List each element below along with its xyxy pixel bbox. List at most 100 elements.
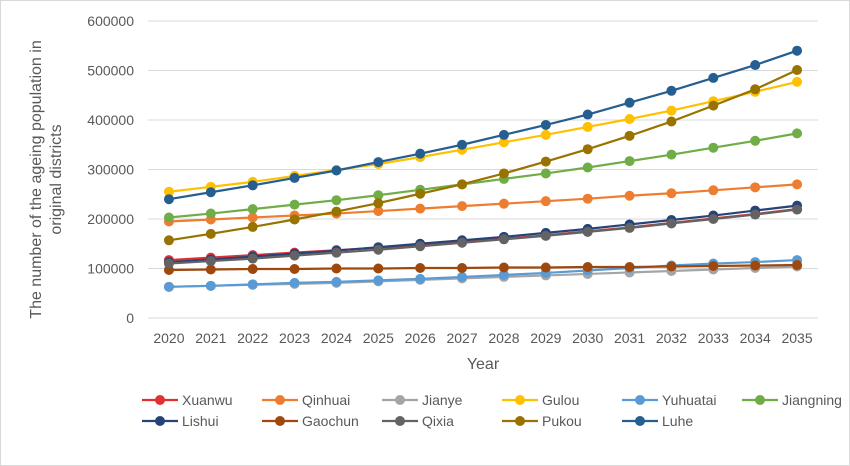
- y-tick-label: 0: [126, 310, 134, 326]
- legend-label: Gulou: [542, 392, 579, 408]
- x-tick-label: 2022: [237, 330, 268, 346]
- data-point: [373, 244, 384, 255]
- data-point: [624, 97, 635, 108]
- series-luhe: [163, 45, 803, 205]
- data-point: [750, 182, 761, 193]
- data-point: [540, 156, 551, 167]
- data-point: [457, 271, 468, 282]
- data-point: [415, 203, 426, 214]
- data-point: [708, 214, 719, 224]
- legend-marker: [275, 395, 285, 405]
- series-pukou: [163, 65, 803, 246]
- data-point: [163, 281, 174, 292]
- legend-item-jiangning: Jiangning: [742, 392, 842, 408]
- data-point: [540, 129, 551, 140]
- legend-item-qinhuai: Qinhuai: [262, 392, 350, 408]
- data-point: [331, 263, 342, 274]
- data-point: [289, 172, 300, 183]
- data-point: [540, 230, 551, 241]
- data-point: [205, 228, 216, 239]
- data-point: [540, 119, 551, 130]
- data-point: [373, 275, 384, 286]
- data-point: [498, 137, 509, 148]
- data-point: [624, 156, 635, 167]
- legend-item-yuhuatai: Yuhuatai: [622, 392, 717, 408]
- data-point: [457, 237, 468, 248]
- grid-lines: [148, 20, 818, 319]
- data-point: [582, 262, 593, 273]
- legend-marker: [155, 416, 165, 426]
- legend-marker: [395, 395, 405, 405]
- data-point: [498, 198, 509, 209]
- data-point: [457, 179, 468, 190]
- data-point: [289, 199, 300, 210]
- data-point: [373, 198, 384, 209]
- data-point: [540, 168, 551, 179]
- x-tick-label: 2035: [781, 330, 812, 346]
- data-point: [582, 144, 593, 155]
- legend-item-gaochun: Gaochun: [262, 413, 359, 429]
- series-yuhuatai: [163, 255, 803, 292]
- data-point: [666, 188, 677, 199]
- data-point: [373, 157, 384, 168]
- series-jiangning: [163, 128, 803, 223]
- data-point: [792, 260, 803, 271]
- data-point: [247, 279, 258, 290]
- data-point: [415, 263, 426, 274]
- data-point: [750, 84, 761, 95]
- y-tick-label: 500000: [87, 63, 134, 79]
- data-point: [205, 280, 216, 291]
- data-point: [247, 212, 258, 223]
- legend-marker: [515, 395, 525, 405]
- legend-marker: [155, 395, 165, 405]
- data-point: [331, 276, 342, 287]
- data-point: [498, 262, 509, 273]
- data-point: [582, 121, 593, 132]
- data-point: [666, 218, 677, 229]
- data-point: [205, 256, 216, 267]
- x-tick-label: 2033: [698, 330, 729, 346]
- data-point: [708, 72, 719, 83]
- legend-label: Xuanwu: [182, 392, 233, 408]
- data-point: [373, 206, 384, 217]
- y-axis-ticks: 0 100000 200000 300000 400000 500000 600000: [87, 13, 134, 326]
- data-point: [708, 142, 719, 153]
- data-point: [289, 277, 300, 288]
- data-point: [205, 187, 216, 198]
- legend-item-xuanwu: Xuanwu: [142, 392, 233, 408]
- data-point: [624, 130, 635, 141]
- data-point: [624, 222, 635, 233]
- data-point: [247, 204, 258, 215]
- data-point: [750, 209, 761, 220]
- data-point: [415, 188, 426, 199]
- data-point: [205, 264, 216, 275]
- data-point: [457, 139, 468, 150]
- data-point: [624, 190, 635, 201]
- y-axis-title: The number of the ageing population in or…: [28, 40, 65, 318]
- series-line: [168, 208, 798, 265]
- x-tick-label: 2029: [530, 330, 561, 346]
- data-point: [750, 135, 761, 146]
- data-point: [582, 226, 593, 237]
- data-point: [666, 149, 677, 160]
- legend-item-qixia: Qixia: [382, 413, 454, 429]
- x-tick-label: 2027: [446, 330, 477, 346]
- data-point: [498, 129, 509, 140]
- series-line: [168, 204, 798, 264]
- data-point: [708, 185, 719, 196]
- data-point: [457, 201, 468, 212]
- series-gaochun: [163, 260, 803, 275]
- data-point: [331, 195, 342, 206]
- x-tick-label: 2026: [405, 330, 436, 346]
- series-layer: [163, 45, 803, 292]
- y-axis-title-line: The number of the ageing population in: [28, 40, 45, 318]
- data-point: [666, 116, 677, 127]
- data-point: [163, 212, 174, 223]
- x-tick-label: 2023: [279, 330, 310, 346]
- y-tick-label: 400000: [87, 112, 134, 128]
- data-point: [457, 263, 468, 274]
- data-point: [750, 260, 761, 271]
- data-point: [624, 114, 635, 125]
- x-tick-label: 2034: [740, 330, 771, 346]
- series-line: [168, 80, 798, 193]
